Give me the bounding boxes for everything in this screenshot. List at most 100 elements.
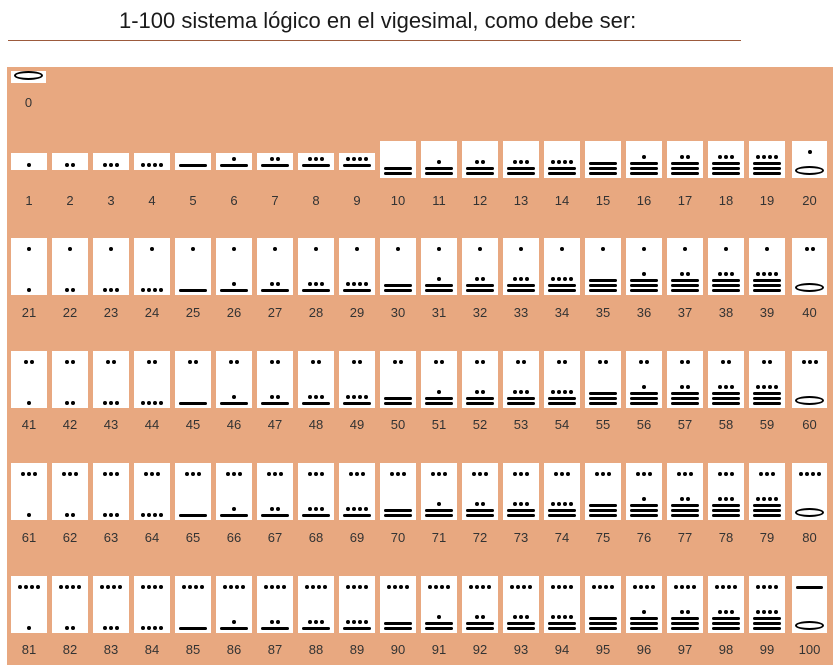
maya-numeral-glyph [792, 351, 827, 408]
bar-five-glyph [548, 627, 576, 630]
dot-one-glyph [645, 360, 649, 364]
dot-one-glyph [730, 385, 734, 389]
dot-one-glyph [768, 497, 772, 501]
dot-one-glyph [592, 585, 596, 589]
bar-five-glyph [507, 172, 535, 175]
bar-five-glyph [466, 514, 494, 517]
bar-five-glyph [179, 289, 207, 292]
bar-five-glyph [630, 167, 658, 170]
bar-five-glyph [302, 627, 330, 630]
bar-five-glyph [589, 284, 617, 287]
dot-one-glyph [147, 626, 151, 630]
dot-one-glyph [147, 401, 151, 405]
number-label: 13 [513, 193, 529, 208]
dot-one-glyph [487, 585, 491, 589]
dot-one-glyph [727, 360, 731, 364]
dot-one-glyph [756, 497, 760, 501]
dot-one-glyph [241, 585, 245, 589]
bar-five-glyph [384, 509, 412, 512]
dot-one-glyph [563, 277, 567, 281]
dot-one-glyph [563, 615, 567, 619]
bar-five-glyph [630, 402, 658, 405]
maya-numeral-glyph [462, 238, 498, 295]
number-label: 66 [226, 530, 242, 545]
maya-numeral-glyph [93, 238, 129, 295]
dot-one-glyph [65, 288, 69, 292]
dot-one-glyph [601, 247, 605, 251]
number-label: 82 [62, 642, 78, 657]
dot-one-glyph [762, 497, 766, 501]
dot-one-glyph [27, 472, 31, 476]
bar-five-glyph [589, 622, 617, 625]
bar-five-glyph [589, 279, 617, 282]
bar-five-glyph [712, 622, 740, 625]
bar-five-glyph [671, 167, 699, 170]
dot-one-glyph [724, 247, 728, 251]
number-label: 26 [226, 305, 242, 320]
number-label: 31 [431, 305, 447, 320]
bar-five-glyph [671, 622, 699, 625]
maya-numeral-glyph [93, 153, 129, 170]
dot-one-glyph [642, 155, 646, 159]
dot-one-glyph [569, 277, 573, 281]
bar-five-glyph [548, 284, 576, 287]
dot-one-glyph [481, 160, 485, 164]
bar-five-glyph [589, 402, 617, 405]
dot-one-glyph [18, 585, 22, 589]
bar-five-glyph [630, 284, 658, 287]
dot-one-glyph [71, 288, 75, 292]
bar-five-glyph [466, 284, 494, 287]
dot-one-glyph [718, 272, 722, 276]
dot-one-glyph [595, 472, 599, 476]
bar-five-glyph [384, 622, 412, 625]
dot-one-glyph [405, 585, 409, 589]
maya-numeral-glyph [626, 463, 662, 520]
maya-numeral-glyph [626, 576, 662, 633]
dot-one-glyph [440, 360, 444, 364]
bar-five-glyph [548, 172, 576, 175]
dot-one-glyph [147, 513, 151, 517]
bar-five-glyph [671, 617, 699, 620]
dot-one-glyph [680, 610, 684, 614]
dot-one-glyph [557, 390, 561, 394]
dot-one-glyph [730, 155, 734, 159]
bar-five-glyph [671, 504, 699, 507]
dot-one-glyph [115, 401, 119, 405]
dot-one-glyph [680, 272, 684, 276]
bar-five-glyph [630, 289, 658, 292]
dot-one-glyph [519, 277, 523, 281]
bar-five-glyph [753, 402, 781, 405]
number-label: 60 [802, 417, 817, 432]
dot-one-glyph [103, 401, 107, 405]
maya-numeral-glyph [749, 463, 785, 520]
dot-one-glyph [112, 585, 116, 589]
maya-numeral-glyph [175, 153, 211, 170]
maya-numeral-glyph [298, 351, 334, 408]
number-label: 75 [595, 530, 611, 545]
dot-one-glyph [270, 157, 274, 161]
dot-one-glyph [396, 247, 400, 251]
dot-one-glyph [65, 401, 69, 405]
dot-one-glyph [150, 472, 154, 476]
dot-one-glyph [516, 360, 520, 364]
number-label: 6 [230, 193, 238, 208]
dot-one-glyph [807, 360, 812, 364]
dot-one-glyph [721, 585, 725, 589]
bar-five-glyph [589, 504, 617, 507]
number-label: 9 [353, 193, 361, 208]
dot-one-glyph [563, 502, 567, 506]
dot-one-glyph [364, 585, 368, 589]
bar-five-glyph [753, 289, 781, 292]
number-label: 62 [62, 530, 78, 545]
bar-five-glyph [589, 167, 617, 170]
bar-five-glyph [507, 167, 535, 170]
dot-one-glyph [513, 615, 517, 619]
number-label: 1 [25, 193, 33, 208]
dot-one-glyph [484, 472, 488, 476]
maya-numeral-glyph [749, 238, 785, 295]
dot-one-glyph [279, 472, 283, 476]
maya-numeral-glyph [708, 576, 744, 633]
bar-five-glyph [630, 509, 658, 512]
number-label: 29 [349, 305, 365, 320]
dot-one-glyph [229, 585, 233, 589]
